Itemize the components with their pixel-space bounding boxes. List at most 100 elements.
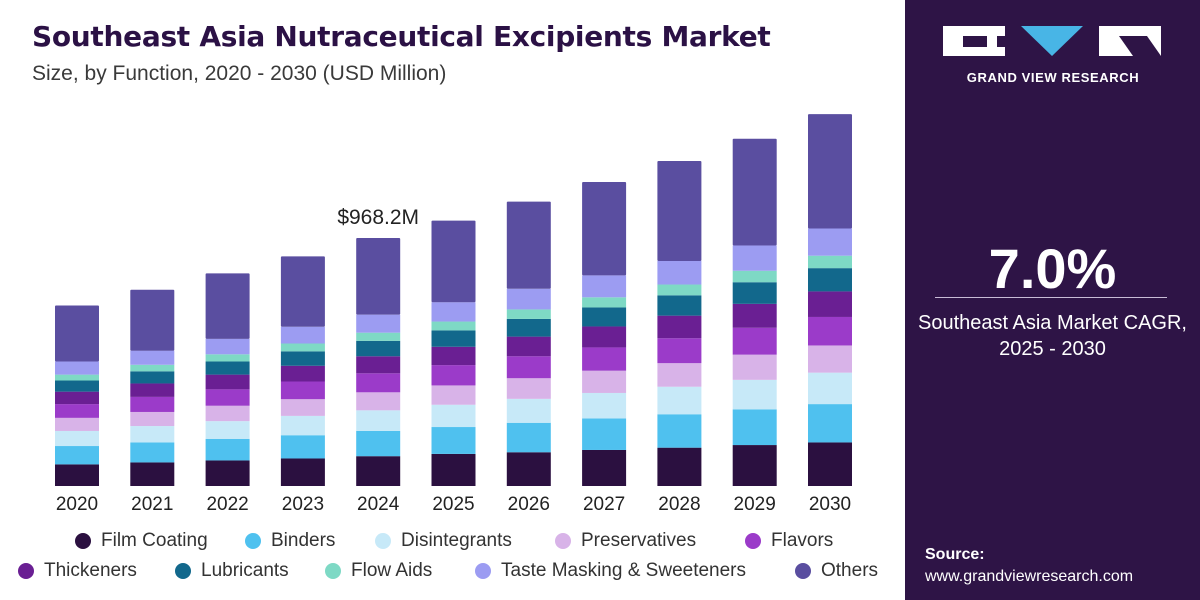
bar-segment-others-2025 — [431, 220, 476, 303]
source-url[interactable]: www.grandviewresearch.com — [925, 568, 1134, 585]
bar-segment-binders-2027 — [582, 418, 627, 450]
bar-segment-disintegrants-2021 — [130, 426, 175, 443]
bar-segment-film-coating-2023 — [280, 458, 325, 486]
bar-segment-thickeners-2025 — [431, 346, 476, 366]
bar-segment-thickeners-2029 — [732, 303, 777, 328]
bar-segment-flavors-2024 — [356, 373, 401, 393]
bar-segment-disintegrants-2026 — [506, 398, 551, 423]
bar-segment-flow-aids-2029 — [732, 270, 777, 283]
bar-segment-taste-masking-sweeteners-2030 — [808, 228, 852, 256]
bar-segment-flavors-2020 — [55, 404, 99, 418]
legend-item-flow-aids: Flow Aids — [325, 560, 432, 582]
bar-segment-others-2024 — [356, 238, 401, 315]
bar-segment-thickeners-2027 — [582, 326, 627, 348]
bar-stack-2029 — [732, 138, 777, 486]
bar-segment-preservatives-2020 — [55, 417, 99, 431]
bar-segment-taste-masking-sweeteners-2026 — [506, 288, 551, 310]
bar-segment-flavors-2030 — [808, 316, 852, 346]
bar-segment-flow-aids-2030 — [808, 255, 852, 269]
bar-segment-preservatives-2025 — [431, 385, 476, 405]
legend-label: Thickeners — [44, 560, 137, 581]
legend-label: Others — [821, 560, 879, 581]
bar-segment-preservatives-2024 — [356, 392, 401, 411]
bar-segment-binders-2021 — [130, 442, 175, 463]
bar-segment-flow-aids-2025 — [431, 321, 476, 331]
legend-swatch — [745, 533, 761, 549]
chart-panel: Southeast Asia Nutraceutical Excipients … — [0, 20, 905, 584]
bar-segment-preservatives-2022 — [205, 405, 250, 422]
bar-segment-disintegrants-2027 — [582, 392, 627, 419]
legend-label: Taste Masking & Sweeteners — [501, 560, 747, 581]
x-tick-label: 2023 — [282, 494, 324, 515]
legend-row: Thickeners Lubricants Flow Aids Taste Maski… — [0, 560, 905, 584]
bar-segment-taste-masking-sweeteners-2020 — [55, 361, 99, 375]
legend-label: Flow Aids — [351, 560, 433, 581]
bar-segment-film-coating-2028 — [657, 447, 702, 486]
legend-swatch — [475, 563, 491, 579]
bar-segment-lubricants-2028 — [657, 295, 702, 316]
bar-segment-flow-aids-2020 — [55, 374, 99, 381]
source-label: Source: — [925, 546, 985, 563]
bar-segment-lubricants-2029 — [732, 282, 777, 304]
x-tick-label: 2026 — [508, 494, 550, 515]
bar-segment-preservatives-2028 — [657, 363, 702, 387]
legend-swatch — [18, 563, 34, 579]
bar-segment-film-coating-2020 — [55, 464, 99, 486]
bar-stack-2030 — [808, 114, 852, 486]
stacked-bar-chart: 2020 2021 2022 2023 2024 $968.2M 2025 2026 2027 2… — [55, 114, 852, 515]
source-note: Source: www.grandviewresearch.com — [925, 544, 1133, 588]
legend-item-lubricants: Lubricants — [175, 560, 289, 582]
bar-segment-flow-aids-2023 — [280, 343, 325, 352]
bar-segment-film-coating-2026 — [506, 452, 551, 486]
legend-item-others: Others — [795, 560, 878, 582]
bar-segment-film-coating-2027 — [582, 449, 627, 486]
legend-item-film-coating: Film Coating — [75, 530, 208, 552]
legend-swatch — [325, 563, 341, 579]
bar-segment-preservatives-2026 — [506, 378, 551, 399]
bar-segment-binders-2029 — [732, 409, 777, 446]
cagr-value: 7.0% — [988, 237, 1117, 300]
bar-segment-disintegrants-2022 — [205, 421, 250, 439]
legend-label: Film Coating — [101, 530, 208, 551]
bar-segment-thickeners-2026 — [506, 336, 551, 357]
x-tick-label: 2030 — [809, 494, 851, 515]
bar-segment-others-2021 — [130, 289, 175, 351]
legend-swatch — [375, 533, 391, 549]
bar-stack-2020 — [55, 305, 99, 486]
gvr-logo-icon: GRAND VIEW RESEARCH — [943, 22, 1163, 85]
bar-segment-thickeners-2028 — [657, 315, 702, 339]
bar-segment-binders-2026 — [506, 422, 551, 453]
legend-label: Disintegrants — [401, 530, 512, 551]
x-tick-label: 2022 — [206, 494, 248, 515]
legend-item-disintegrants: Disintegrants — [375, 530, 512, 552]
chart-title: Southeast Asia Nutraceutical Excipients … — [32, 20, 771, 53]
bar-stack-2025 — [431, 220, 476, 486]
legend-swatch — [75, 533, 91, 549]
bar-segment-others-2028 — [657, 161, 702, 261]
bar-segment-film-coating-2021 — [130, 462, 175, 486]
bar-stack-2024 — [356, 238, 401, 486]
legend-item-preservatives: Preservatives — [555, 530, 696, 552]
bar-segment-thickeners-2023 — [280, 365, 325, 382]
bar-annotation-label: $968.2M — [337, 206, 419, 229]
bar-segment-others-2030 — [808, 114, 852, 229]
bar-segment-film-coating-2029 — [732, 445, 777, 486]
legend-label: Preservatives — [581, 530, 697, 551]
bar-segment-thickeners-2024 — [356, 356, 401, 374]
bar-segment-disintegrants-2029 — [732, 379, 777, 410]
bar-segment-flavors-2022 — [205, 389, 250, 406]
bar-segment-binders-2030 — [808, 404, 852, 443]
bar-segment-flow-aids-2024 — [356, 332, 401, 341]
legend-swatch — [175, 563, 191, 579]
bar-segment-others-2023 — [280, 256, 325, 327]
bar-segment-flavors-2025 — [431, 365, 476, 386]
legend-label: Lubricants — [201, 560, 289, 581]
bar-segment-flavors-2026 — [506, 356, 551, 379]
x-tick-label: 2029 — [734, 494, 776, 515]
bar-segment-taste-masking-sweeteners-2027 — [582, 275, 627, 298]
bar-segment-taste-masking-sweeteners-2023 — [280, 326, 325, 344]
bar-segment-disintegrants-2023 — [280, 415, 325, 436]
bar-segment-others-2027 — [582, 181, 627, 276]
bar-segment-flavors-2027 — [582, 347, 627, 371]
bar-segment-film-coating-2030 — [808, 442, 852, 486]
